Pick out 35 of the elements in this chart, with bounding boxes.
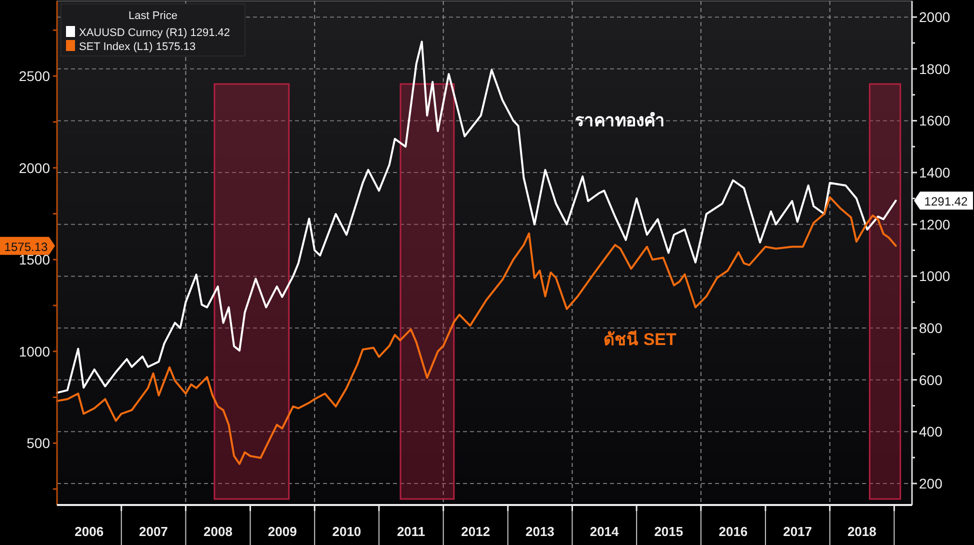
y2-tick-label: 400 xyxy=(919,424,943,440)
x-tick-label: 2013 xyxy=(525,524,554,539)
y-tick-label: 2000 xyxy=(18,160,50,176)
x-tick-label: 2010 xyxy=(332,524,362,539)
y2-tick-label: 1600 xyxy=(919,112,950,129)
annotation: ราคาทองคำ xyxy=(575,111,665,130)
y-tick-label: 1500 xyxy=(18,252,50,268)
y2-tick-label: 800 xyxy=(919,320,943,336)
y2-tick-label: 200 xyxy=(919,475,943,492)
y2-tick-label: 2000 xyxy=(919,9,950,26)
text: 1291.42 xyxy=(924,194,968,209)
x-tick-label: 2009 xyxy=(268,524,297,539)
legend-title: Last Price xyxy=(128,10,178,22)
y2-tick-label: 1400 xyxy=(919,164,950,181)
y2-tick-label: 1000 xyxy=(919,268,950,284)
x-tick-label: 2018 xyxy=(847,524,876,539)
x-tick-label: 2017 xyxy=(783,524,812,539)
x-tick-label: 2016 xyxy=(718,524,748,539)
y2-tick-label: 1800 xyxy=(919,60,950,77)
x-tick-label: 2008 xyxy=(204,524,232,539)
annotation: ดัชนี SET xyxy=(604,329,677,349)
x-tick-label: 2015 xyxy=(654,524,684,539)
y2-tick-label: 600 xyxy=(919,372,943,388)
y-tick-label: 2500 xyxy=(18,68,50,84)
x-tick-label: 2006 xyxy=(74,524,104,539)
y-tick-label: 500 xyxy=(26,435,50,452)
x-tick-label: 2011 xyxy=(396,524,426,539)
y-tick-label: 1000 xyxy=(18,343,50,360)
x-tick-label: 2014 xyxy=(590,524,620,539)
x-tick-label: 2007 xyxy=(138,524,168,539)
text: 1575.13 xyxy=(4,240,48,254)
y2-tick-label: 1200 xyxy=(919,216,950,232)
legend-label: XAUUSD Curncy (R1) 1291.42 xyxy=(79,27,230,39)
x-tick-label: 2012 xyxy=(461,524,490,539)
legend-label: SET Index (L1) 1575.13 xyxy=(79,41,196,53)
